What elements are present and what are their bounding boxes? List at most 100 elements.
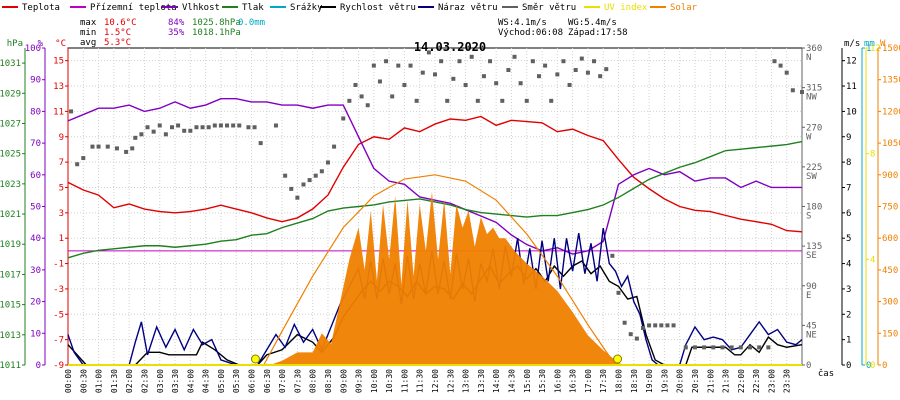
wind-dir-point	[518, 81, 523, 86]
wind-dir-point	[549, 98, 554, 103]
legend-label-4: Srážky	[290, 3, 323, 13]
legend-label-6: Náraz větru	[438, 3, 498, 13]
temp-tick-label: 1	[59, 234, 64, 244]
x-tick-label: 14:30	[507, 369, 516, 393]
x-tick-label: 10:30	[385, 369, 394, 393]
solar-tick-label: 0	[882, 361, 887, 371]
hum-tick-label: 80	[30, 107, 41, 117]
wind-dir-point	[766, 345, 771, 350]
wind-dir-point	[212, 123, 217, 128]
rain-tick-label: 0	[866, 361, 871, 371]
wind-dir-point	[75, 162, 80, 167]
wind-dir-point	[307, 178, 312, 183]
wind-dir-point	[384, 59, 389, 64]
legend-label-8: UV index	[604, 3, 648, 13]
wind-dir-point	[598, 74, 603, 79]
legend-label-0: Teplota	[22, 3, 60, 13]
wind-dir-point	[585, 70, 590, 75]
solar-unit: W	[880, 39, 886, 49]
series-sm-r-v-tru	[69, 50, 804, 350]
wind-dir-point	[426, 50, 431, 55]
wind-dir-point	[543, 63, 548, 68]
x-tick-label: 23:00	[767, 369, 776, 393]
temp-tick-label: 3	[59, 209, 64, 219]
dir-tick-label: 225	[806, 163, 822, 173]
wind-dir-point	[390, 94, 395, 99]
wind-dir-point	[396, 63, 401, 68]
x-tick-label: 06:30	[263, 369, 272, 393]
wind-dir-point	[506, 68, 511, 73]
wind-tick-label: 3	[846, 285, 851, 295]
press-tick-label: 1029	[0, 89, 21, 99]
wind-dir-point	[301, 182, 306, 187]
legend-label-5: Rychlost větru	[340, 3, 416, 13]
wind-dir-point	[371, 63, 376, 68]
wind-dir-point	[114, 146, 119, 151]
wind-tick-label: 8	[846, 158, 851, 168]
wind-dir-point	[420, 70, 425, 75]
wind-dir-point	[225, 123, 230, 128]
temp-tick-label: -3	[53, 285, 64, 295]
temp-tick-label: 13	[53, 82, 64, 92]
wind-dir-point	[194, 125, 199, 130]
stats-label-0: max	[80, 18, 97, 28]
wind-dir-point	[163, 132, 168, 137]
x-tick-label: 04:00	[186, 369, 195, 393]
wind-dir-point	[738, 345, 743, 350]
dir-tick-label: 315	[806, 84, 822, 94]
wind-tick-label: 1	[846, 336, 851, 346]
stats-hum-1: 35%	[168, 28, 185, 38]
wind-dir-point	[182, 128, 187, 133]
uv-tick-label: 4	[870, 255, 875, 265]
wind-dir-point	[800, 90, 804, 95]
stats-temp-2: 5.3°C	[104, 38, 131, 48]
wind-dir-point	[653, 323, 658, 328]
wind-dir-point	[169, 125, 174, 130]
wind-dir-point	[414, 98, 419, 103]
hum-tick-label: 30	[30, 266, 41, 276]
hum-tick-label: 70	[30, 139, 41, 149]
wind-tick-label: 2	[846, 310, 851, 320]
x-tick-label: 11:00	[400, 369, 409, 393]
stats-press-1: 1018.1hPa	[192, 28, 241, 38]
series-vlhkost	[67, 98, 802, 255]
wind-dir-point	[530, 59, 535, 64]
stats-sunset: Západ:17:58	[568, 28, 628, 38]
wind-dir-point	[130, 146, 135, 151]
wind-dir-point	[139, 132, 144, 137]
wind-dir-point	[353, 82, 358, 87]
press-tick-label: 1025	[0, 150, 21, 160]
hum-unit: %	[38, 39, 44, 49]
stats-label-1: min	[80, 28, 96, 38]
stats-ws: WS:4.1m/s	[498, 18, 547, 28]
solar-tick-label: 300	[882, 298, 898, 308]
wind-dir-point	[402, 82, 407, 87]
temp-tick-label: 9	[59, 133, 64, 143]
wind-dir-point	[445, 98, 450, 103]
rain-unit: mm	[864, 39, 875, 49]
press-tick-label: 1023	[0, 180, 21, 190]
press-tick-label: 1013	[0, 331, 21, 341]
dir-tick-label: S	[806, 212, 811, 222]
wind-dir-point	[711, 345, 716, 350]
uv-tick-label: 0	[870, 361, 875, 371]
wind-dir-point	[555, 72, 560, 77]
stats-temp-1: 1.5°C	[104, 28, 131, 38]
press-unit: hPa	[7, 39, 23, 49]
x-tick-label: 12:00	[431, 369, 440, 393]
wind-dir-point	[347, 98, 352, 103]
marker-sunrise	[250, 354, 260, 364]
wind-dir-point	[524, 98, 529, 103]
wind-tick-label: 12	[846, 57, 857, 67]
x-tick-label: 01:00	[95, 369, 104, 393]
wind-dir-point	[622, 320, 627, 325]
x-tick-label: 05:30	[232, 369, 241, 393]
wind-dir-point	[494, 81, 499, 86]
press-tick-label: 1015	[0, 301, 21, 311]
solar-tick-label: 450	[882, 266, 898, 276]
x-tick-label: 08:30	[324, 369, 333, 393]
x-axis-label: čas	[818, 368, 834, 379]
wind-dir-point	[592, 59, 597, 64]
dir-tick-label: W	[806, 132, 812, 142]
wind-dir-point	[151, 129, 156, 134]
